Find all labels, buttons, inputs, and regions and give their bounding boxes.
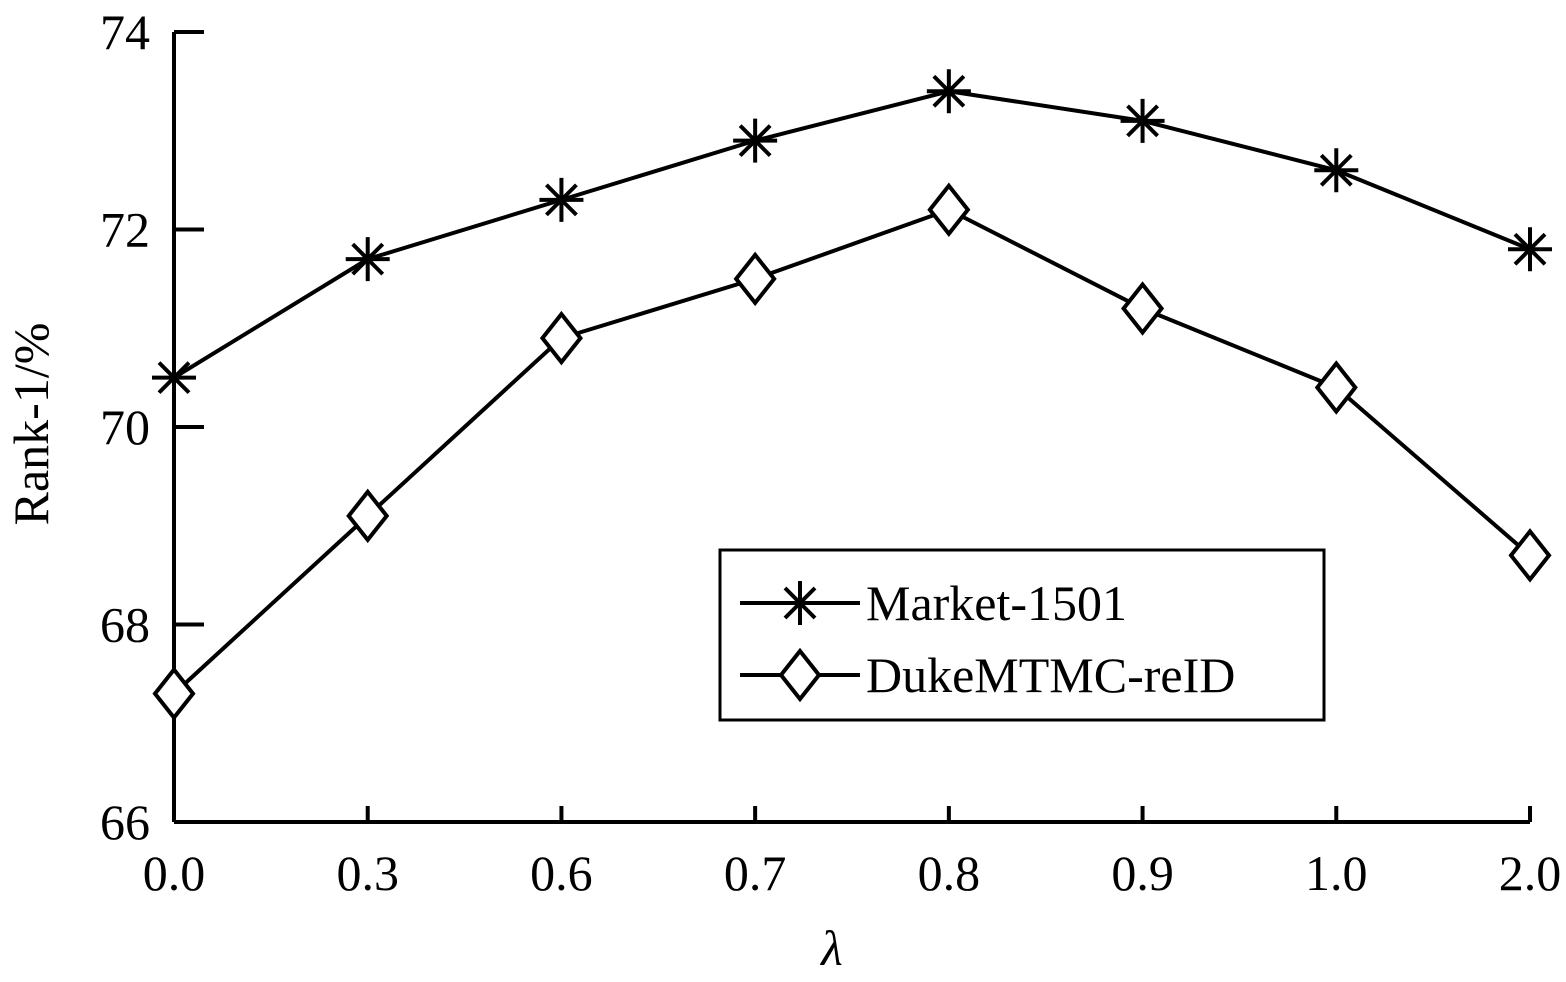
x-tick-label: 0.8 bbox=[918, 845, 981, 901]
data-point-dukemtmc-reid bbox=[539, 310, 583, 366]
y-tick-label: 70 bbox=[100, 399, 150, 455]
legend-label: Market-1501 bbox=[866, 575, 1127, 631]
legend: Market-1501 DukeMTMC-reID bbox=[718, 548, 1326, 722]
y-tick-label: 72 bbox=[100, 202, 150, 258]
legend-marker bbox=[778, 647, 822, 703]
data-point-market-1501 bbox=[152, 355, 196, 400]
series-market-1501 bbox=[152, 69, 1552, 400]
series-line-market-1501 bbox=[172, 89, 1531, 380]
series-dukemtmc-reid bbox=[152, 182, 1552, 721]
legend-item-market-1501: Market-1501 bbox=[740, 575, 1127, 631]
data-point-market-1501 bbox=[926, 69, 971, 114]
series-layer bbox=[152, 69, 1552, 721]
x-tick-label: 0.0 bbox=[143, 845, 206, 901]
x-axis-title: λ bbox=[819, 920, 843, 976]
data-point-market-1501 bbox=[539, 177, 584, 222]
legend-item-dukemtmc-reid: DukeMTMC-reID bbox=[740, 647, 1235, 703]
data-point-dukemtmc-reid bbox=[1508, 528, 1552, 583]
x-tick-label: 0.6 bbox=[530, 845, 593, 901]
data-point-market-1501 bbox=[1120, 98, 1165, 143]
data-point-dukemtmc-reid bbox=[346, 488, 390, 544]
axes: 0.0 0.3 0.6 0.7 0.8 0.9 1.0 2.0 66 68 70 72 74 bbox=[100, 4, 1561, 901]
y-tick-label: 74 bbox=[100, 4, 150, 60]
data-point-market-1501 bbox=[1508, 227, 1552, 272]
y-tick-label: 68 bbox=[100, 597, 150, 653]
legend-label: DukeMTMC-reID bbox=[866, 647, 1235, 703]
legend-box bbox=[718, 548, 1326, 722]
data-point-dukemtmc-reid bbox=[1121, 281, 1165, 336]
x-tick-label: 1.0 bbox=[1305, 845, 1368, 901]
x-tick-label: 0.3 bbox=[336, 845, 399, 901]
x-tick-label: 0.7 bbox=[724, 845, 787, 901]
legend-marker bbox=[778, 581, 822, 625]
series-line-dukemtmc-reid bbox=[172, 207, 1532, 696]
data-point-market-1501 bbox=[733, 118, 778, 163]
data-point-dukemtmc-reid bbox=[1314, 360, 1358, 415]
data-point-dukemtmc-reid bbox=[733, 251, 777, 307]
data-point-dukemtmc-reid bbox=[927, 182, 971, 237]
y-tick-label: 66 bbox=[100, 794, 150, 850]
x-tick-label: 2.0 bbox=[1499, 845, 1562, 901]
data-point-market-1501 bbox=[1314, 148, 1359, 193]
data-point-dukemtmc-reid bbox=[152, 666, 196, 721]
y-axis-title: Rank-1/% bbox=[3, 323, 59, 526]
data-point-market-1501 bbox=[345, 237, 390, 282]
x-tick-label: 0.9 bbox=[1111, 845, 1174, 901]
